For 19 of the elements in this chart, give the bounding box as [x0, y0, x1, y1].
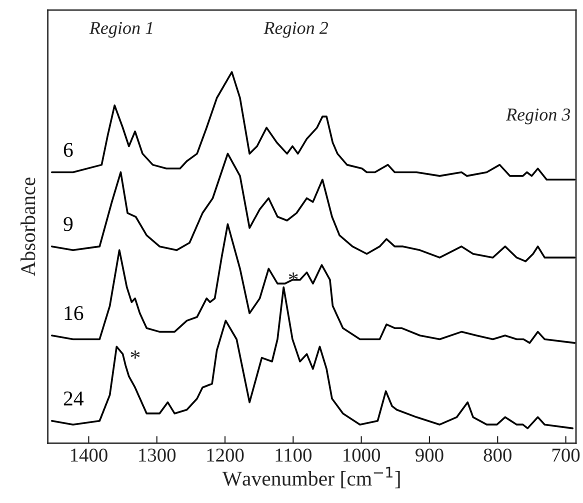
x-tick-label: 700 [552, 448, 580, 462]
series-label: 9 [64, 217, 73, 232]
series-label: 6 [64, 142, 73, 157]
x-axis-title: Wavenumber [cm$^{−1}$] [222, 466, 400, 488]
x-tick-label: 1200 [207, 448, 244, 462]
annotation: * [288, 272, 298, 281]
annotation: Region 3 [506, 108, 570, 124]
x-tick-label: 900 [416, 448, 444, 462]
x-tick-label: 800 [484, 448, 512, 462]
series-label: 24 [64, 392, 84, 406]
series-label: 16 [64, 306, 84, 320]
text: Region 1 [89, 22, 152, 38]
text: Region 2 [264, 22, 328, 38]
x-tick-label: 1000 [344, 448, 380, 462]
x-tick-label: 1300 [139, 448, 176, 462]
annotation: * [130, 350, 140, 359]
x-tick-label: 1400 [70, 448, 108, 462]
x-tick-label: 1100 [276, 448, 312, 462]
y-axis-title: Absorbance [20, 178, 36, 276]
